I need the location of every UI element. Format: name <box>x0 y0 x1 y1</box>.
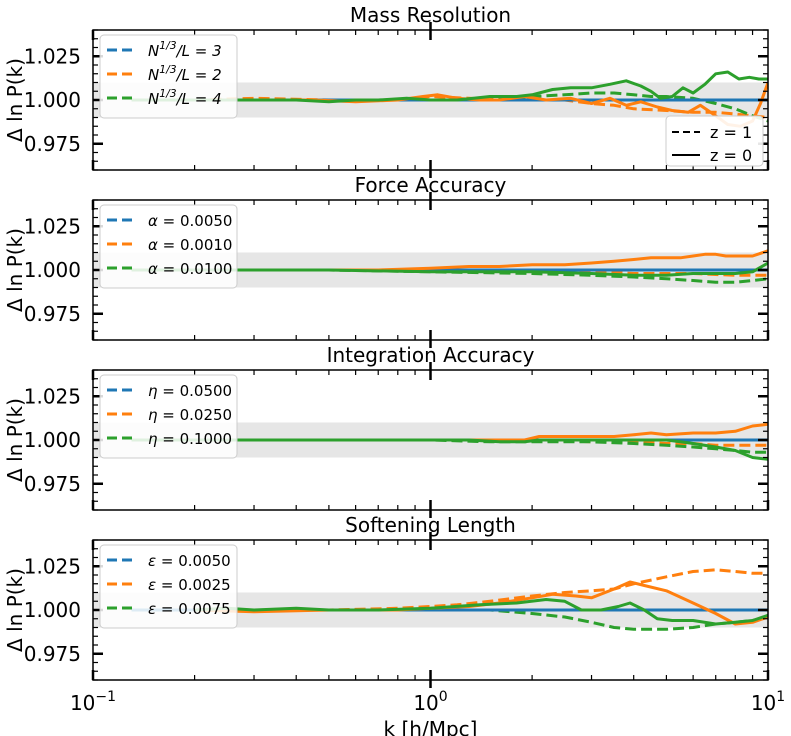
series-lines <box>131 249 768 284</box>
y-ticks <box>93 369 768 511</box>
y-axis-label: Δ ln P(k) <box>3 228 27 312</box>
series-line-3-z0 <box>131 70 768 104</box>
legend-label: η = 0.1000 <box>148 430 232 448</box>
series-legend: α = 0.0050 α = 0.0010 α = 0.0100 <box>99 204 238 289</box>
legend-label: α = 0.0100 <box>148 260 232 278</box>
series-line-3-z0 <box>131 438 768 461</box>
y-tick-label: 1.000 <box>24 258 81 282</box>
legend-box <box>665 115 764 167</box>
x-axis-label: k [h/Mpc] <box>384 717 478 736</box>
y-axis-label: Δ ln P(k) <box>3 58 27 142</box>
y-axis-label: Δ ln P(k) <box>3 398 27 482</box>
legend-label: α = 0.0010 <box>148 236 232 254</box>
legend-label: N1/3/L = 3 <box>148 39 222 60</box>
y-tick-label: 1.025 <box>24 214 81 238</box>
series-line-3-z0 <box>194 598 768 626</box>
legend-label: η = 0.0250 <box>148 406 232 424</box>
legend-label: N1/3/L = 4 <box>148 87 222 108</box>
y-tick-label: 1.000 <box>24 598 81 622</box>
legend-label: η = 0.0500 <box>148 382 232 400</box>
y-ticks <box>93 539 768 681</box>
legend-box <box>99 34 238 119</box>
series-legend: N1/3/L = 3 N1/3/L = 2 N1/3/L = 4 <box>99 34 238 119</box>
panel-title: Force Accuracy <box>355 173 507 197</box>
x-tick-label: 100 <box>413 689 447 715</box>
series-legend: η = 0.0500 η = 0.0250 η = 0.1000 <box>99 374 238 459</box>
legend-box <box>99 374 238 459</box>
series-line-2-z0 <box>131 249 768 272</box>
legend-label: z = 0 <box>710 146 752 165</box>
legend-label: ε = 0.0050 <box>148 552 231 570</box>
y-tick-label: 0.975 <box>24 472 81 496</box>
y-ticks <box>93 199 768 341</box>
series-line-2-z1 <box>194 568 768 612</box>
legend-label: α = 0.0050 <box>148 212 232 230</box>
redshift-legend: z = 1 z = 0 <box>665 115 764 167</box>
y-axis-label: Δ ln P(k) <box>3 568 27 652</box>
y-tick-label: 1.025 <box>24 384 81 408</box>
x-tick-labels: 10−1 100 101 <box>70 689 785 715</box>
y-tick-label: 1.000 <box>24 428 81 452</box>
y-tick-label: 1.000 <box>24 88 81 112</box>
y-tick-label: 0.975 <box>24 642 81 666</box>
y-tick-label: 1.025 <box>24 554 81 578</box>
y-tick-label: 1.025 <box>24 44 81 68</box>
series-lines <box>131 568 768 631</box>
panel-title: Integration Accuracy <box>327 343 535 367</box>
x-ticks <box>91 362 770 518</box>
x-tick-label: 10−1 <box>70 689 116 715</box>
legend-label: N1/3/L = 2 <box>148 63 222 84</box>
y-tick-label: 0.975 <box>24 302 81 326</box>
series-legend: ε = 0.0050 ε = 0.0025 ε = 0.0075 <box>99 544 238 629</box>
x-tick-label: 101 <box>751 689 785 715</box>
legend-box <box>99 544 238 629</box>
y-tick-label: 0.975 <box>24 132 81 156</box>
legend-box <box>99 204 238 289</box>
legend-label: ε = 0.0025 <box>148 576 231 594</box>
series-line-3-z0 <box>131 261 768 277</box>
legend-label: z = 1 <box>710 123 752 142</box>
panel-title: Softening Length <box>345 513 516 537</box>
legend-label: ε = 0.0075 <box>148 600 231 618</box>
panel-title: Mass Resolution <box>350 3 511 27</box>
series-lines <box>131 70 768 128</box>
series-lines <box>131 422 768 461</box>
